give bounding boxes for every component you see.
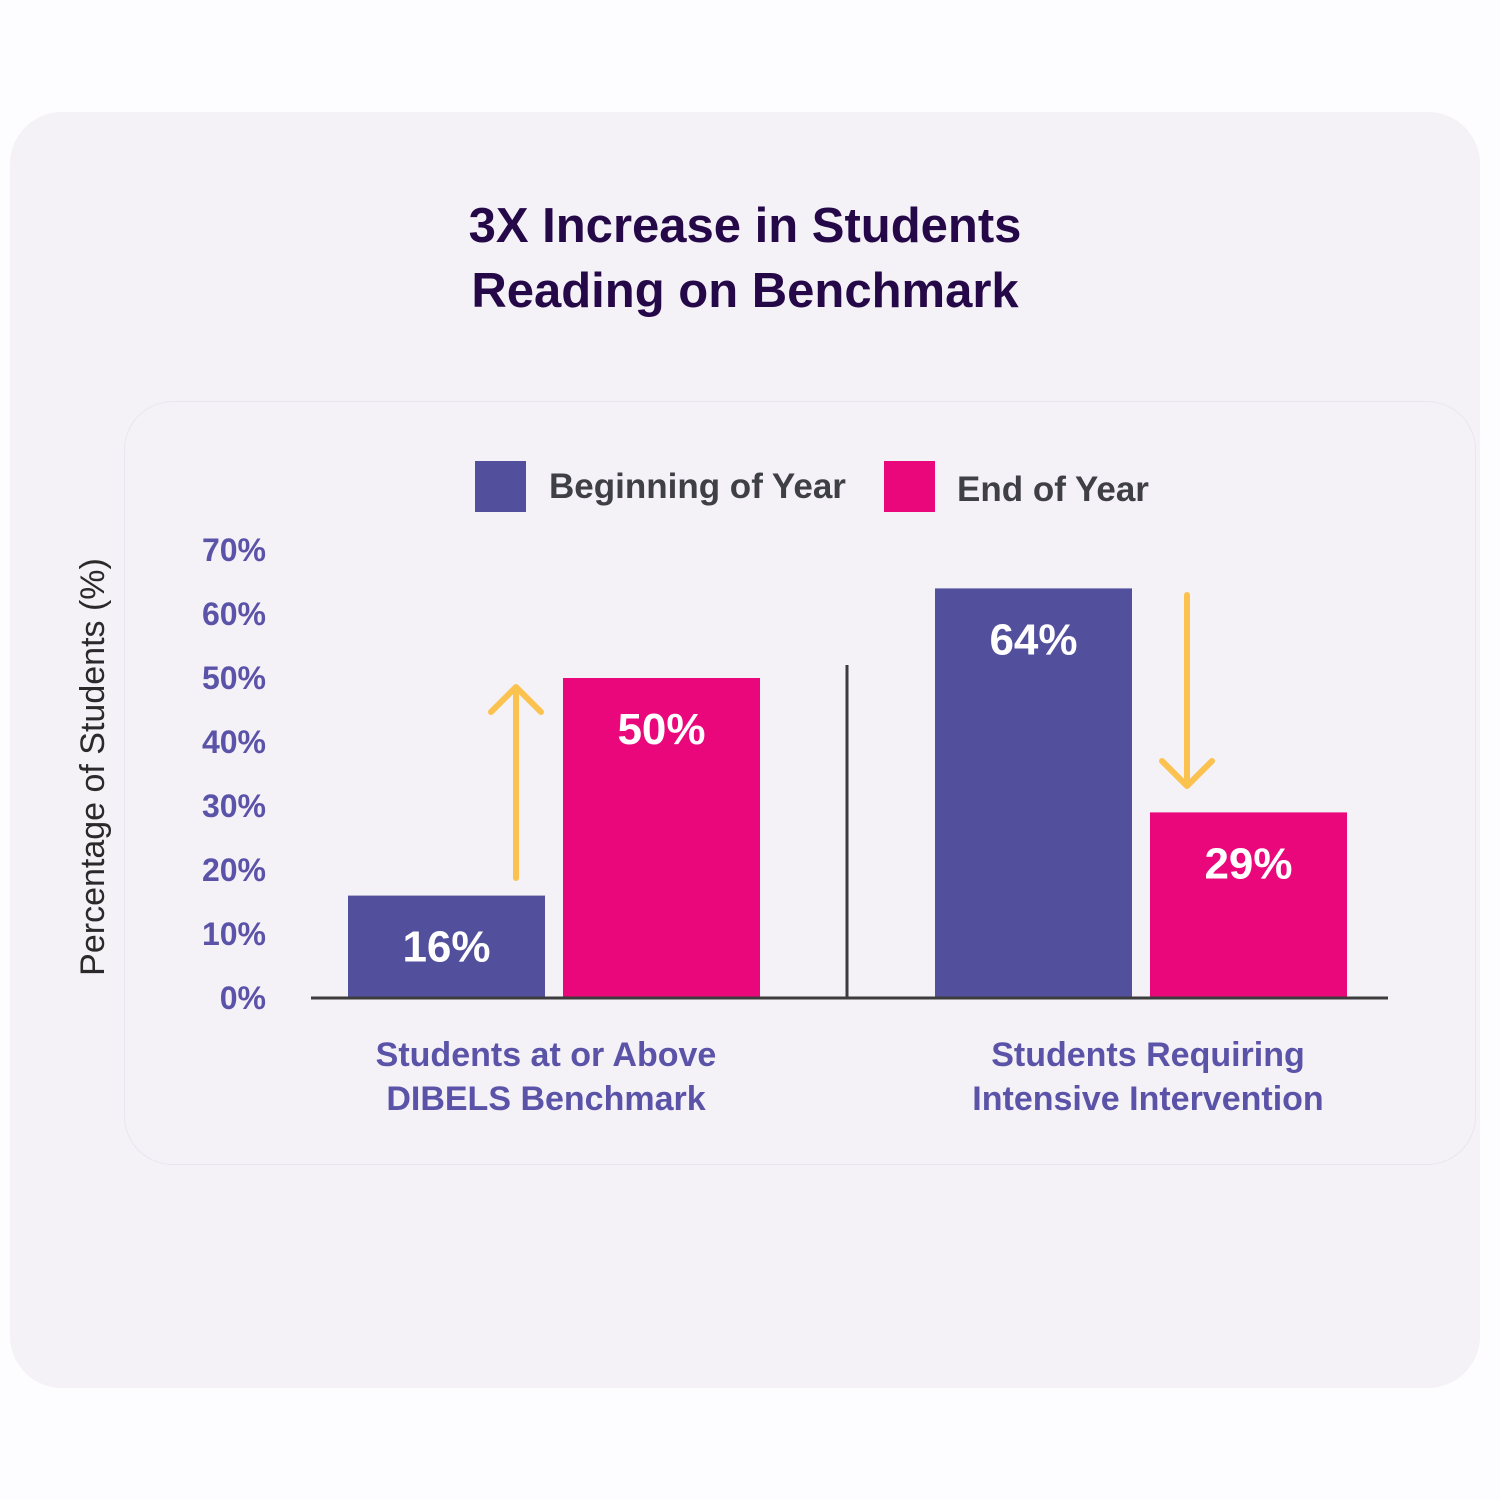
- y-tick-label: 70%: [202, 532, 266, 568]
- chart-title: 3X Increase in Students Reading on Bench…: [10, 194, 1480, 324]
- bar-value-label: 29%: [1204, 839, 1292, 888]
- y-tick-label: 10%: [202, 916, 266, 952]
- bar-end-0: [563, 678, 760, 998]
- x-category-label: DIBELS Benchmark: [386, 1080, 705, 1118]
- chart-title-line-2: Reading on Benchmark: [471, 264, 1019, 318]
- y-tick-label: 60%: [202, 596, 266, 632]
- bar-beginning-1: [935, 588, 1132, 998]
- chart-panel: [125, 402, 1475, 1164]
- legend-label-beginning: Beginning of Year: [549, 467, 846, 506]
- y-tick-label: 20%: [202, 852, 266, 888]
- x-category-label: Students Requiring: [991, 1036, 1305, 1074]
- decrease-arrow-icon: [1159, 592, 1215, 789]
- bar-beginning-0: [348, 895, 545, 998]
- y-tick-label: 30%: [202, 788, 266, 824]
- y-tick-label: 0%: [220, 980, 266, 1016]
- x-category-label: Intensive Intervention: [972, 1080, 1323, 1118]
- legend-label-end: End of Year: [957, 470, 1149, 509]
- legend-swatch-end: [884, 461, 935, 512]
- y-tick-label: 50%: [202, 660, 266, 696]
- y-tick-label: 40%: [202, 724, 266, 760]
- legend-swatch-beginning: [475, 461, 526, 512]
- x-category-label: Students at or Above: [376, 1036, 717, 1074]
- increase-arrow-icon: [488, 684, 544, 881]
- bar-end-1: [1150, 812, 1347, 998]
- y-axis-title: Percentage of Students (%): [74, 558, 112, 976]
- chart-title-line-1: 3X Increase in Students: [468, 199, 1022, 253]
- bar-value-label: 64%: [989, 615, 1077, 664]
- bar-value-label: 16%: [402, 923, 490, 972]
- chart-card: 3X Increase in Students Reading on Bench…: [10, 112, 1480, 1388]
- bar-value-label: 50%: [617, 705, 705, 754]
